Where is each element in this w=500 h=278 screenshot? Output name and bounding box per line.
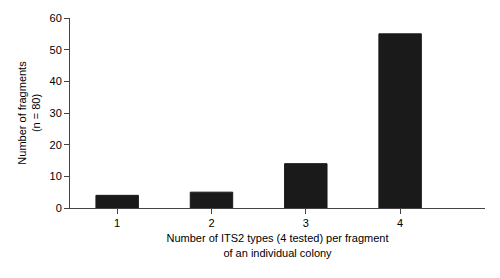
svg-text:40: 40 (50, 75, 62, 87)
svg-text:4: 4 (397, 217, 403, 229)
svg-text:Number of fragments(n = 80): Number of fragments(n = 80) (16, 61, 42, 165)
svg-text:30: 30 (50, 107, 62, 119)
svg-text:1: 1 (114, 217, 120, 229)
svg-text:Number of ITS2 types (4 tested: Number of ITS2 types (4 tested) per frag… (167, 232, 389, 258)
svg-text:2: 2 (208, 217, 214, 229)
svg-text:0: 0 (56, 202, 62, 214)
svg-text:10: 10 (50, 170, 62, 182)
svg-text:60: 60 (50, 12, 62, 24)
svg-text:50: 50 (50, 44, 62, 56)
svg-text:3: 3 (303, 217, 309, 229)
svg-text:20: 20 (50, 139, 62, 151)
